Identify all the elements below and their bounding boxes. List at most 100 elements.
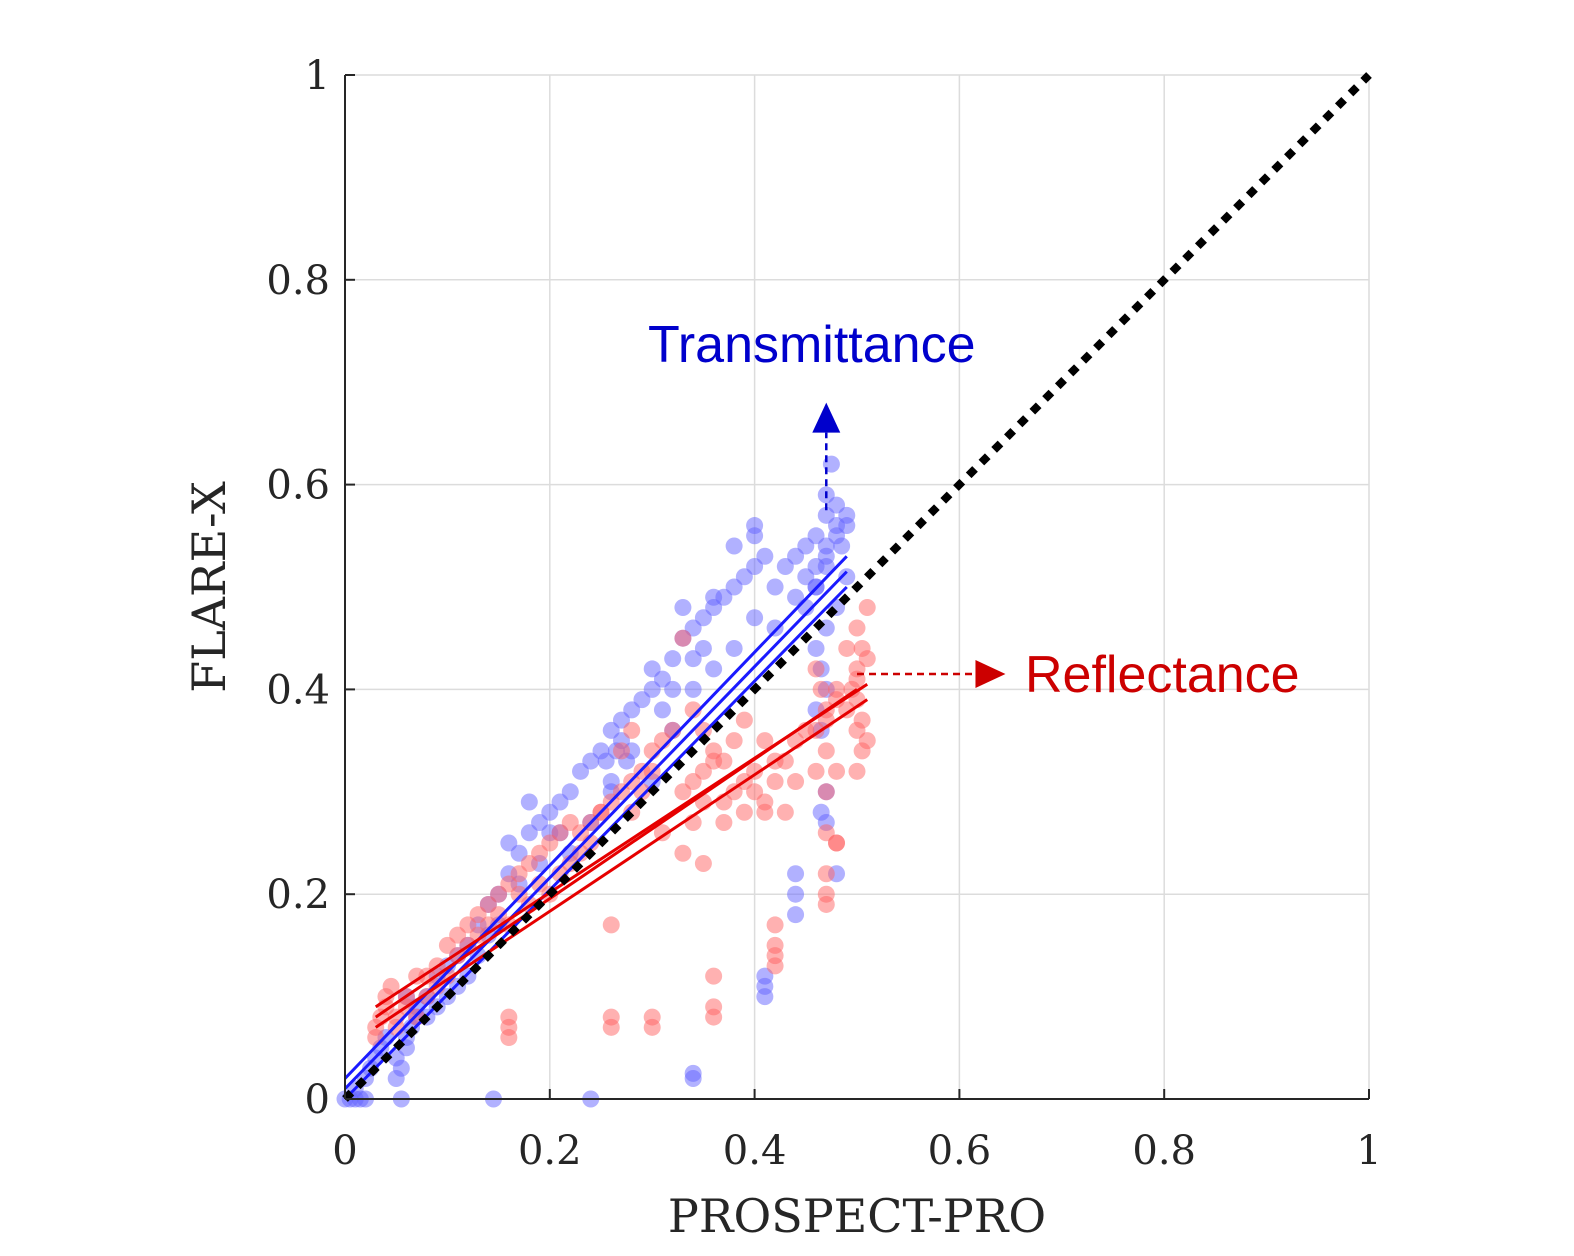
transmittance-point [787,885,805,903]
reflectance-point [817,895,835,913]
reflectance-point [766,957,784,975]
transmittance-point [725,537,743,555]
transmittance-point [664,650,682,668]
transmittance-point [766,619,784,637]
transmittance-point [664,680,682,698]
transmittance-fit-line [343,585,848,1101]
reflectance-point [766,916,784,934]
reflectance-point [807,762,825,780]
reflectance-point [694,721,712,739]
reflectance-point [817,742,835,760]
x-axis-label: PROSPECT-PRO [668,1189,1046,1243]
reflectance-point [500,1018,518,1036]
x-tick-label: 0 [332,1128,357,1174]
y-axis-label: FLARE-X [182,481,236,693]
reflectance-point [817,865,835,883]
reflectance-point [853,711,871,729]
y-tick-label: 0.6 [266,463,330,509]
reflectance-point [756,803,774,821]
transmittance-point [725,639,743,657]
fit-lines [343,555,869,1101]
reflectance-point [561,814,579,832]
reflectance-point [612,742,630,760]
transmittance-point [684,1070,702,1088]
reflectance-point [828,834,846,852]
transmittance-point [787,865,805,883]
reflectance-point [602,1008,620,1026]
reflectance-point [705,752,723,770]
transmittance-point [746,527,764,545]
x-tick-label: 0.4 [723,1128,787,1174]
transmittance-point [705,588,723,606]
transmittance-point [817,547,835,565]
axes [344,74,1370,1100]
reflectance-point [848,619,866,637]
transmittance-point [766,578,784,596]
reflectance-fit-line [374,698,869,1029]
transmittance-point [694,639,712,657]
reflectance-point [725,732,743,750]
reflectance-point [735,803,753,821]
reflectance-point [776,803,794,821]
reflectance-point [705,967,723,985]
transmittance-point [684,680,702,698]
reflectance-point [812,680,830,698]
transmittance-point [756,547,774,565]
reflectance-point [787,773,805,791]
y-tick-label: 0.2 [266,872,330,918]
transmittance-point [787,906,805,924]
y-tick-label: 0.8 [266,258,330,304]
x-tick-label: 1 [1356,1128,1381,1174]
reflectance-point [674,844,692,862]
transmittance-point [746,609,764,627]
y-tick-label: 0.4 [266,667,330,713]
reflectance-point [858,650,876,668]
reflectance-point [623,721,641,739]
tick-labels: 0 0.2 0.4 0.6 0.8 1 0 0.2 0.4 0.6 0.8 1 [266,53,1381,1174]
transmittance-point [561,783,579,801]
reflectance-point [705,1008,723,1026]
one-to-one-line [342,72,1372,1102]
transmittance-arrow-head [812,402,841,433]
transmittance-point [756,977,774,995]
reflectance-point [766,773,784,791]
transmittance-point [705,660,723,678]
transmittance-point [500,834,518,852]
reflectance-point [828,691,846,709]
y-tick-label: 1 [305,53,330,99]
reflectance-point [735,711,753,729]
reflectance-point [602,916,620,934]
y-tick-label: 0 [305,1077,330,1123]
transmittance-point [807,639,825,657]
reflectance-point [694,854,712,872]
identity-line [342,72,1372,1102]
transmittance-point [597,752,615,770]
transmittance-point [387,1049,405,1067]
transmittance-fit-line [343,570,848,1090]
reflectance-point [643,1018,661,1036]
reflectance-point [653,824,671,842]
reflectance-point [858,598,876,616]
reflectance-point [828,762,846,780]
transmittance-point [653,701,671,719]
reflectance-points [367,598,876,1047]
reflectance-point [715,814,733,832]
transmittance-point [828,517,846,535]
reflectance-point [807,660,825,678]
reflectance-point [382,977,400,995]
x-tick-label: 0.6 [928,1128,992,1174]
reflectance-point [838,639,856,657]
transmittance-annotation: Transmittance [648,316,976,374]
reflectance-point [684,701,702,719]
transmittance-point [674,598,692,616]
reflectance-annotation: Reflectance [1025,646,1300,704]
annotations: Transmittance Reflectance [648,316,1300,704]
x-tick-label: 0.8 [1132,1128,1196,1174]
reflectance-point [848,762,866,780]
transmittance-point [520,793,538,811]
reflectance-arrow-head [975,660,1006,689]
reflectance-point [858,732,876,750]
transmittance-point [643,660,661,678]
